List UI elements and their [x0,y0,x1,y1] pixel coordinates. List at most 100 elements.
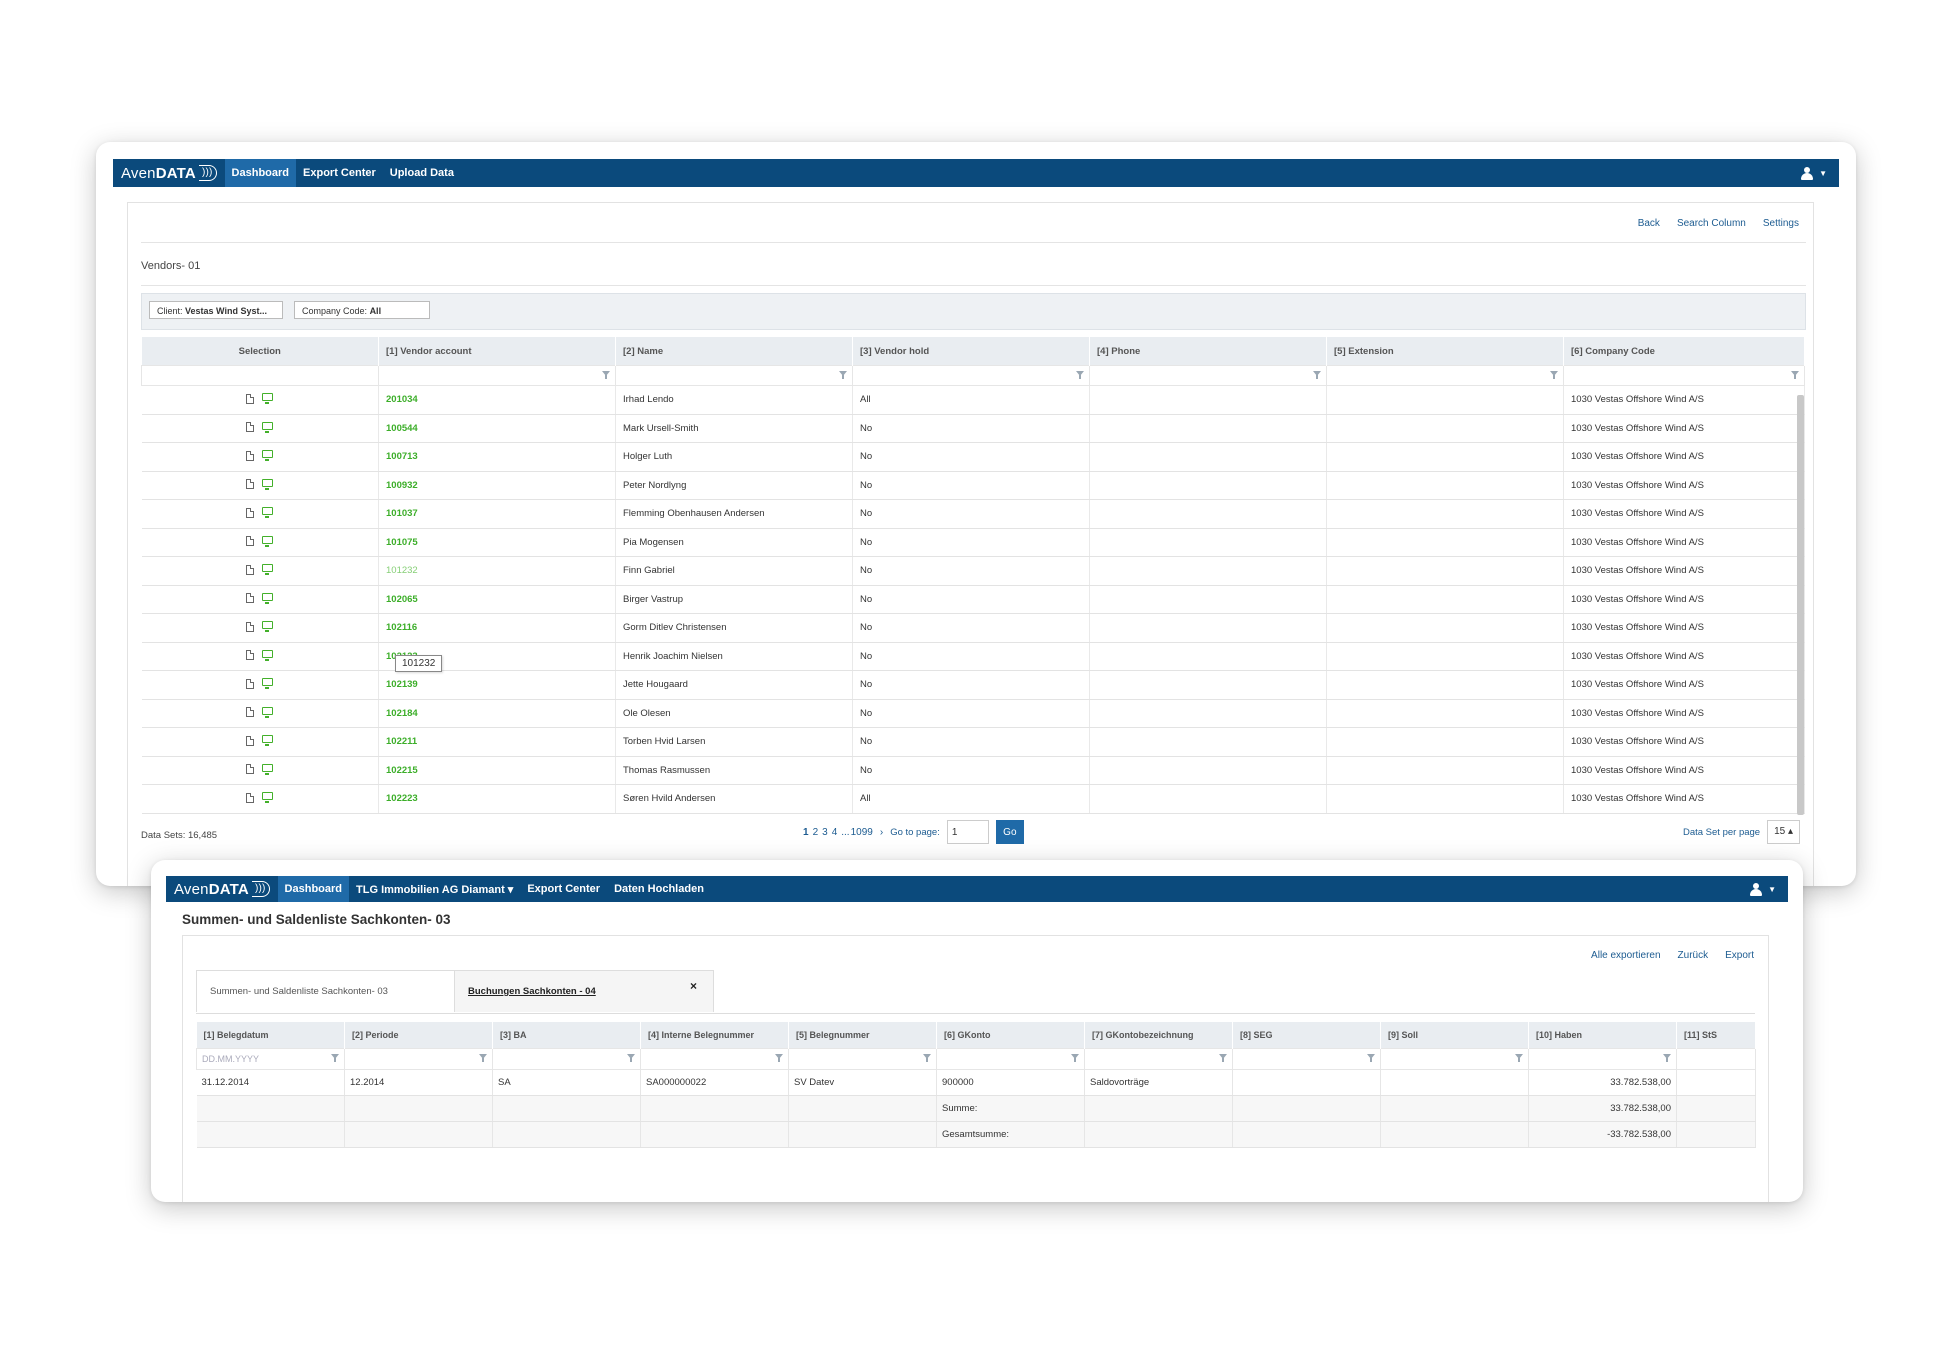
monitor-icon[interactable] [262,678,274,689]
document-icon[interactable] [246,479,255,489]
filter-cell[interactable] [1084,1048,1233,1070]
column-header[interactable]: [11] StS [1676,1022,1756,1049]
filter-cell[interactable] [1089,365,1327,386]
monitor-icon[interactable] [262,735,274,746]
nav-daten-hochladen[interactable]: Daten Hochladen [614,883,704,895]
document-icon[interactable] [246,792,255,803]
vendor-account-link[interactable]: 201034 [386,394,418,406]
back-link[interactable]: Zurück [1677,950,1709,961]
table-row[interactable]: 101232 Finn Gabriel No 1030 Vestas Offshore… [141,556,1805,586]
table-row[interactable]: 102139 Jette Hougaard No 1030 Vestas Offsho… [141,670,1805,700]
filter-cell[interactable] [852,365,1090,386]
vendor-account-link[interactable]: 102065 [386,593,418,605]
page-link-3[interactable]: 3 [822,826,828,838]
filter-cell[interactable] [378,365,616,386]
document-icon[interactable] [246,593,255,603]
export-link[interactable]: Export [1725,950,1754,961]
filter-icon[interactable] [1515,1054,1523,1062]
filter-icon[interactable] [1219,1054,1227,1062]
filter-icon[interactable] [775,1054,783,1062]
filter-cell[interactable]: DD.MM.YYYY [196,1048,345,1070]
column-header[interactable]: [10] Haben [1528,1022,1677,1049]
table-row[interactable]: 102065 Birger Vastrup No 1030 Vestas Offsho… [141,585,1805,614]
filter-cell[interactable] [788,1048,937,1070]
table-row[interactable]: 100544 Mark Ursell-Smith No 1030 Vestas Off… [141,414,1805,443]
nav-dashboard[interactable]: Dashboard [277,876,350,902]
table-row[interactable]: Gesamtsumme: -33.782.538,00 [196,1121,1756,1148]
vendor-account-link[interactable]: 102223 [386,793,418,805]
monitor-icon[interactable] [262,535,274,547]
vendor-account-link[interactable]: 102184 [386,707,418,719]
vendor-account-link[interactable]: 102211 [386,736,418,748]
filter-icon[interactable] [627,1054,635,1062]
avendata-logo[interactable]: Aven DATA))) [166,881,278,898]
next-page-icon[interactable]: › [879,826,884,838]
table-row[interactable]: 102116 Gorm Ditlev Christensen No 1030 Vest… [141,613,1805,643]
page-link-1[interactable]: 1 [803,826,809,838]
column-header[interactable]: [8] SEG [1232,1022,1381,1049]
filter-cell[interactable] [1528,1048,1677,1070]
filter-icon[interactable] [1367,1054,1375,1062]
document-icon[interactable] [246,536,255,546]
document-icon[interactable] [246,650,255,660]
filter-icon[interactable] [923,1054,931,1062]
vendor-account-link[interactable]: 100544 [386,422,418,434]
column-header-phone[interactable]: [4] Phone [1089,337,1327,366]
column-header[interactable]: [4] Interne Belegnummer [640,1022,789,1049]
export-all-link[interactable]: Alle exportieren [1591,950,1661,961]
document-icon[interactable] [246,735,255,746]
filter-icon[interactable] [479,1054,487,1062]
search-column-link[interactable]: Search Column [1676,218,1746,229]
vendor-account-link[interactable]: 101232 [386,565,418,577]
vendor-account-link[interactable]: 101037 [386,508,418,520]
monitor-icon[interactable] [262,763,274,775]
column-header[interactable]: [1] Belegdatum [196,1022,345,1049]
client-filter[interactable]: Client: Vestas Wind Syst... [149,301,283,319]
table-row[interactable]: 201034 Irhad Lendo All 1030 Vestas Offshore… [141,385,1805,415]
document-icon[interactable] [246,507,255,518]
column-header-vendor-account[interactable]: [1] Vendor account [378,337,616,366]
nav-export-center[interactable]: Export Center [303,167,376,179]
back-link[interactable]: Back [1637,218,1660,229]
monitor-icon[interactable] [262,421,274,433]
avendata-logo[interactable]: Aven DATA))) [113,165,225,182]
filter-icon[interactable] [1076,371,1084,379]
document-icon[interactable] [246,678,255,689]
filter-cell[interactable] [1563,365,1805,386]
page-link-2[interactable]: 2 [812,826,819,838]
filter-icon[interactable] [331,1054,339,1062]
filter-cell[interactable] [1326,365,1564,386]
vendor-account-link[interactable]: 100932 [386,479,418,491]
filter-icon[interactable] [1313,371,1321,379]
table-row[interactable]: Summe: 33.782.538,00 [196,1095,1756,1122]
filter-cell[interactable] [344,1048,493,1070]
column-header[interactable]: [3] BA [492,1022,641,1049]
filter-cell[interactable] [1380,1048,1529,1070]
nav-export-center[interactable]: Export Center [527,883,601,895]
filter-cell[interactable] [615,365,853,386]
filter-icon[interactable] [1071,1054,1079,1062]
vendor-account-link[interactable]: 102139 [386,679,418,691]
go-button[interactable]: Go [995,820,1024,844]
user-menu[interactable]: ▼ [1738,882,1788,896]
table-scrollbar[interactable] [1797,395,1804,815]
goto-page-input[interactable] [946,820,989,844]
table-row[interactable]: 31.12.2014 12.2014 SA SA000000022 SV Datev 90… [196,1069,1756,1096]
monitor-icon[interactable] [262,507,274,518]
document-icon[interactable] [246,393,255,404]
company-code-filter[interactable]: Company Code: All [294,301,430,319]
column-header[interactable]: [6] GKonto [936,1022,1085,1049]
column-header-vendor-hold[interactable]: [3] Vendor hold [852,337,1090,366]
column-header[interactable]: [2] Periode [344,1022,493,1049]
column-header[interactable]: [7] GKontobezeichnung [1084,1022,1233,1049]
nav-upload-data[interactable]: Upload Data [389,167,454,179]
monitor-icon[interactable] [262,792,274,803]
filter-icon[interactable] [839,371,847,379]
table-row[interactable]: 102211 Torben Hvid Larsen No 1030 Vestas Of… [141,727,1805,757]
monitor-icon[interactable] [262,478,274,490]
nav-client-dropdown[interactable]: TLG Immobilien AG Diamant ▾ [356,883,514,896]
filter-cell[interactable] [936,1048,1085,1070]
document-icon[interactable] [246,450,255,461]
filter-icon[interactable] [1663,1054,1671,1062]
table-row[interactable]: 100932 Peter Nordlyng No 1030 Vestas Offsho… [141,471,1805,500]
